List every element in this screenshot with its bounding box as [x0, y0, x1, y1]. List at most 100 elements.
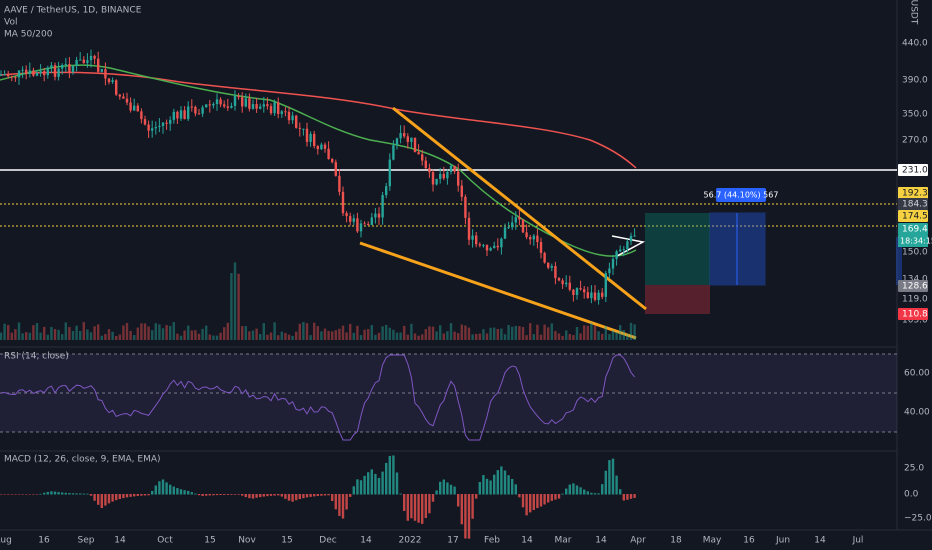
volume-bar [233, 262, 237, 340]
volume-bar [187, 325, 190, 340]
macd-hist [374, 473, 377, 495]
macd-hist [413, 494, 417, 521]
time-axis-label: Oct [157, 536, 173, 546]
candle-body [482, 245, 485, 247]
volume-bar [399, 332, 402, 340]
macd-hist [529, 494, 532, 513]
macd-hist [428, 494, 431, 514]
volume-bar [3, 323, 6, 340]
macd-axis-label: 0.0 [904, 490, 919, 500]
candle-body [169, 119, 172, 124]
volume-bar [341, 325, 345, 340]
candle-body [359, 223, 363, 232]
volume-bar [449, 323, 453, 340]
macd-hist [248, 494, 251, 499]
volume-bar [194, 330, 197, 340]
macd-hist [431, 494, 435, 502]
macd-hist [129, 494, 132, 497]
time-axis-label: 14 [814, 536, 826, 546]
time-axis-label: 14 [595, 536, 607, 546]
price-tag [898, 164, 928, 176]
candle-body [223, 104, 226, 107]
candle-body [352, 218, 355, 222]
candle-body [431, 172, 435, 185]
candle-body [611, 258, 615, 269]
macd-hist [53, 491, 57, 495]
macd-hist [104, 494, 107, 506]
time-axis-label: 16 [743, 536, 755, 546]
candle-body [521, 219, 525, 233]
volume-bar [327, 331, 330, 340]
candle-body [370, 217, 373, 225]
candle-body [385, 186, 388, 196]
macd-hist [172, 486, 175, 495]
macd-hist [100, 494, 103, 509]
macd-hist [35, 494, 39, 495]
volume-bar [554, 331, 557, 340]
volume-bar [215, 335, 219, 340]
candle-body [215, 99, 219, 104]
price-axis-label: 440.0 [902, 39, 928, 49]
macd-hist [421, 494, 424, 524]
candle-body [61, 65, 64, 69]
symbol: AAVE / TetherUS, 1D, BINANCE [4, 6, 142, 16]
macd-hist [467, 494, 471, 539]
candle-body [377, 213, 381, 218]
macd-hist [179, 489, 183, 495]
volume-bar [608, 334, 611, 340]
macd-hist [118, 494, 121, 500]
volume-bar [190, 330, 193, 340]
candle-body [233, 95, 237, 106]
volume-bar [367, 329, 370, 340]
macd-hist [302, 494, 305, 499]
macd-hist [21, 494, 24, 495]
volume-bar [262, 323, 265, 340]
candle-body [464, 196, 467, 218]
macd-hist [316, 494, 319, 497]
volume-bar [161, 328, 165, 340]
macd-hist [71, 493, 75, 495]
macd-hist [496, 470, 499, 495]
candle-body [93, 55, 96, 59]
candle-body [496, 245, 499, 248]
macd-hist [273, 494, 276, 496]
candle-body [565, 282, 568, 285]
candle-body [154, 127, 157, 129]
candle-body [500, 238, 503, 248]
volume-bar [385, 324, 388, 340]
macd-hist [280, 494, 283, 497]
volume-bar [219, 332, 222, 340]
volume-bar [295, 331, 298, 340]
volume-bar [104, 333, 107, 340]
volume-bar [338, 328, 341, 340]
candle-body [615, 251, 618, 259]
volume-bar [626, 333, 629, 340]
volume-bar [403, 325, 406, 340]
volume-bar [543, 324, 546, 340]
candle-body [554, 266, 557, 279]
candle-body [424, 160, 427, 169]
macd-hist [205, 494, 208, 496]
volume-bar [442, 333, 445, 340]
macd-hist [611, 458, 615, 495]
candle-body [590, 292, 593, 299]
candles [0, 49, 636, 539]
macd-hist [442, 479, 445, 495]
macd-hist [349, 494, 352, 497]
candle-body [320, 144, 323, 150]
macd-hist [536, 494, 539, 509]
rsi-line [0, 354, 635, 441]
volume-bar [568, 333, 571, 340]
volume-bar [356, 325, 359, 340]
volume-bar [388, 327, 391, 340]
macd-hist [266, 494, 269, 497]
candle-body [525, 232, 528, 238]
volume-bar [0, 332, 3, 340]
volume-bar [57, 329, 60, 340]
candle-body [514, 217, 517, 223]
macd-hist [75, 493, 78, 495]
volume-bar [287, 334, 291, 340]
macd-hist [25, 494, 28, 495]
candle-body [579, 288, 582, 290]
volume-bar [464, 325, 467, 340]
